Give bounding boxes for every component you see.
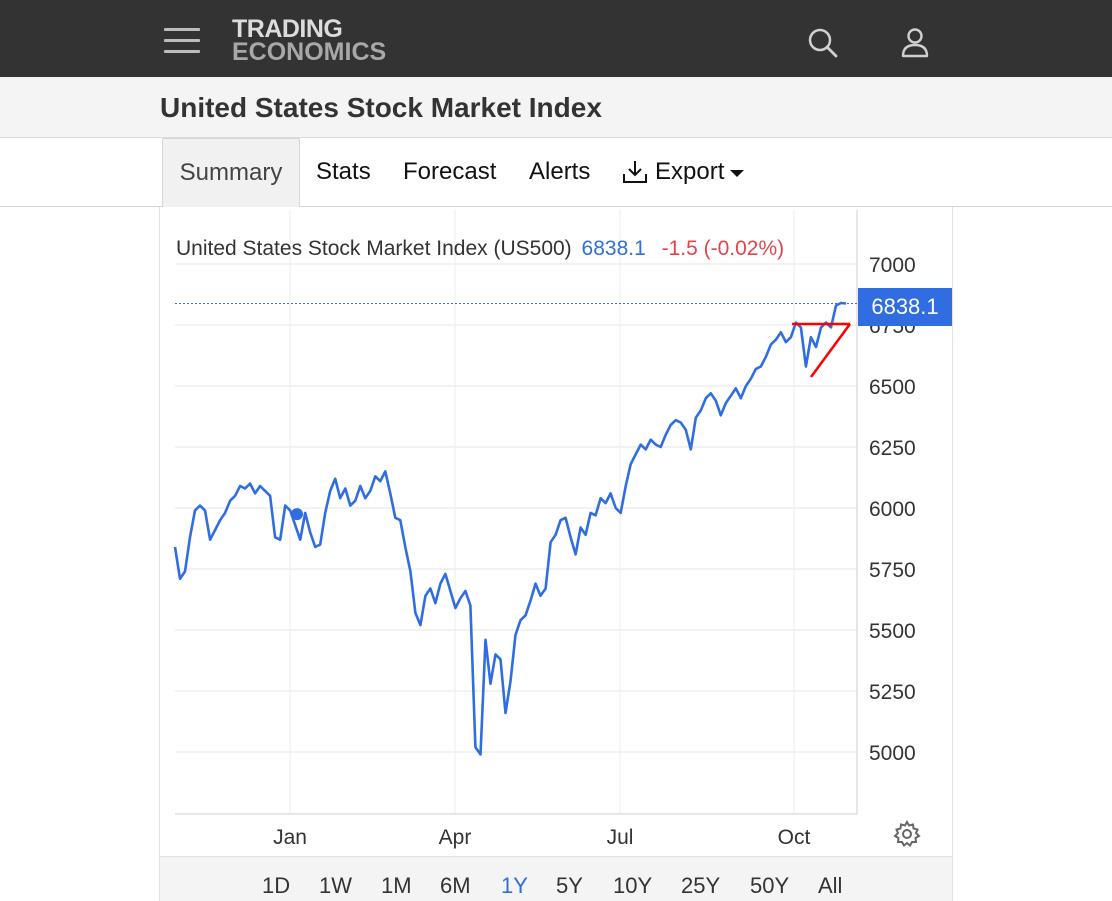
chart-price-change: -1.5 (-0.02%) <box>661 237 785 260</box>
tab-bar: Summary Stats Forecast Alerts Export <box>0 138 1112 207</box>
trend-annotation <box>792 322 852 378</box>
series-marker[interactable] <box>291 508 303 521</box>
range-5y[interactable]: 5Y <box>556 873 583 898</box>
chart-grid <box>175 210 858 815</box>
tab-export[interactable]: Export <box>621 138 745 206</box>
y-tick-label: 6250 <box>869 437 916 460</box>
last-price-tag: 6838.1 <box>858 288 952 326</box>
menu-icon[interactable] <box>162 24 202 58</box>
range-1y[interactable]: 1Y <box>501 873 528 898</box>
tab-summary-label: Summary <box>179 159 283 186</box>
y-tick-label: 5750 <box>869 559 916 582</box>
y-tick-label: 7000 <box>869 254 916 277</box>
y-tick-label: 5250 <box>869 681 916 704</box>
range-selector: 1D 1W 1M 6M 1Y 5Y 10Y 25Y 50Y All <box>160 856 952 901</box>
range-50y[interactable]: 50Y <box>750 873 790 898</box>
title-band: United States Stock Market Index <box>0 77 1112 138</box>
y-tick-label: 6500 <box>869 376 916 399</box>
logo-line1: TRADING <box>232 15 343 43</box>
chart-panel <box>159 207 953 901</box>
site-logo[interactable]: TRADING ECONOMICS <box>232 15 387 66</box>
gear-icon[interactable] <box>893 819 921 848</box>
page-title: United States Stock Market Index <box>160 92 602 123</box>
user-icon[interactable] <box>898 26 932 60</box>
chart-last-price: 6838.1 <box>581 237 646 260</box>
x-tick-label: Apr <box>439 826 472 849</box>
search-icon[interactable] <box>806 26 840 60</box>
tab-summary[interactable]: Summary <box>162 138 300 207</box>
tab-stats-label: Stats <box>316 158 371 185</box>
y-tick-label: 5000 <box>869 742 916 765</box>
range-all[interactable]: All <box>818 873 843 898</box>
chevron-down-icon <box>730 169 745 177</box>
chart-header: United States Stock Market Index (US500)… <box>176 237 784 261</box>
tab-forecast-label: Forecast <box>403 158 497 185</box>
range-1d[interactable]: 1D <box>262 873 291 898</box>
x-tick-label: Oct <box>778 826 811 849</box>
annotation-line-diagonal <box>809 323 852 378</box>
range-6m[interactable]: 6M <box>440 873 471 898</box>
range-1w[interactable]: 1W <box>319 873 352 898</box>
chart-symbol-name: United States Stock Market Index (US500) <box>176 237 572 260</box>
tab-stats[interactable]: Stats <box>316 138 371 206</box>
x-tick-label: Jan <box>273 826 307 849</box>
range-10y[interactable]: 10Y <box>613 873 653 898</box>
range-25y[interactable]: 25Y <box>681 873 721 898</box>
logo-line2: ECONOMICS <box>232 38 387 66</box>
tab-alerts[interactable]: Alerts <box>529 138 590 206</box>
download-icon <box>621 158 649 186</box>
x-tick-label: Jul <box>607 826 634 849</box>
tab-forecast[interactable]: Forecast <box>403 138 496 206</box>
top-navigation-bar: TRADING ECONOMICS <box>0 0 1112 77</box>
range-1m[interactable]: 1M <box>381 873 412 898</box>
tab-export-label: Export <box>655 158 725 185</box>
tab-alerts-label: Alerts <box>529 158 591 185</box>
series-line <box>173 301 847 756</box>
y-tick-label: 5500 <box>869 620 916 643</box>
y-tick-label: 6000 <box>869 498 916 521</box>
